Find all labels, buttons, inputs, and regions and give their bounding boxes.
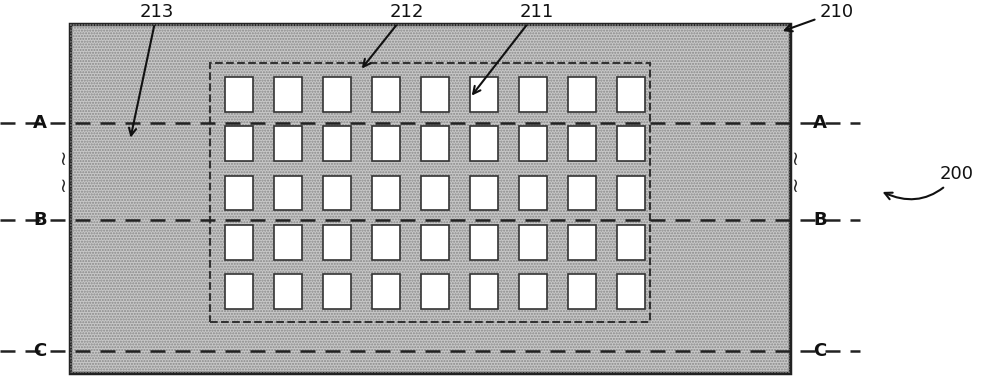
- Text: 213: 213: [129, 3, 174, 135]
- Bar: [470, 127, 498, 162]
- Bar: [421, 127, 449, 162]
- Bar: [323, 77, 351, 112]
- Bar: [617, 176, 645, 211]
- Text: ~: ~: [786, 148, 804, 164]
- Bar: [372, 176, 400, 211]
- Text: ~: ~: [54, 148, 72, 164]
- Bar: [274, 225, 302, 260]
- Bar: [274, 274, 302, 309]
- Text: ~: ~: [54, 175, 72, 191]
- Bar: [323, 274, 351, 309]
- Bar: [323, 127, 351, 162]
- Text: 212: 212: [363, 3, 424, 67]
- Bar: [568, 77, 596, 112]
- Bar: [617, 127, 645, 162]
- Bar: [519, 274, 547, 309]
- Bar: [372, 274, 400, 309]
- Bar: [470, 176, 498, 211]
- Bar: [519, 225, 547, 260]
- Bar: [274, 77, 302, 112]
- Bar: [519, 127, 547, 162]
- Bar: [617, 274, 645, 309]
- Bar: [225, 176, 253, 211]
- Bar: [519, 77, 547, 112]
- Text: C: C: [813, 342, 827, 360]
- Bar: [225, 127, 253, 162]
- Bar: [470, 225, 498, 260]
- Text: A: A: [33, 114, 47, 132]
- Bar: [568, 225, 596, 260]
- Bar: [470, 77, 498, 112]
- Bar: [323, 176, 351, 211]
- Bar: [323, 225, 351, 260]
- Text: 211: 211: [473, 3, 554, 94]
- Text: 200: 200: [885, 165, 974, 199]
- Bar: [372, 127, 400, 162]
- Bar: [421, 225, 449, 260]
- Bar: [70, 24, 790, 373]
- Bar: [372, 77, 400, 112]
- Bar: [225, 225, 253, 260]
- Text: ~: ~: [786, 175, 804, 191]
- Bar: [225, 77, 253, 112]
- Bar: [210, 63, 650, 322]
- Bar: [470, 274, 498, 309]
- Bar: [519, 176, 547, 211]
- Text: 210: 210: [785, 3, 854, 31]
- Bar: [421, 77, 449, 112]
- Bar: [617, 225, 645, 260]
- Text: A: A: [813, 114, 827, 132]
- Bar: [225, 274, 253, 309]
- Bar: [421, 176, 449, 211]
- Bar: [70, 24, 790, 373]
- Bar: [274, 176, 302, 211]
- Bar: [274, 127, 302, 162]
- Bar: [568, 176, 596, 211]
- Bar: [617, 77, 645, 112]
- Bar: [568, 274, 596, 309]
- Bar: [421, 274, 449, 309]
- Bar: [568, 127, 596, 162]
- Text: B: B: [33, 211, 47, 229]
- Bar: [372, 225, 400, 260]
- Text: C: C: [33, 342, 47, 360]
- Text: B: B: [813, 211, 827, 229]
